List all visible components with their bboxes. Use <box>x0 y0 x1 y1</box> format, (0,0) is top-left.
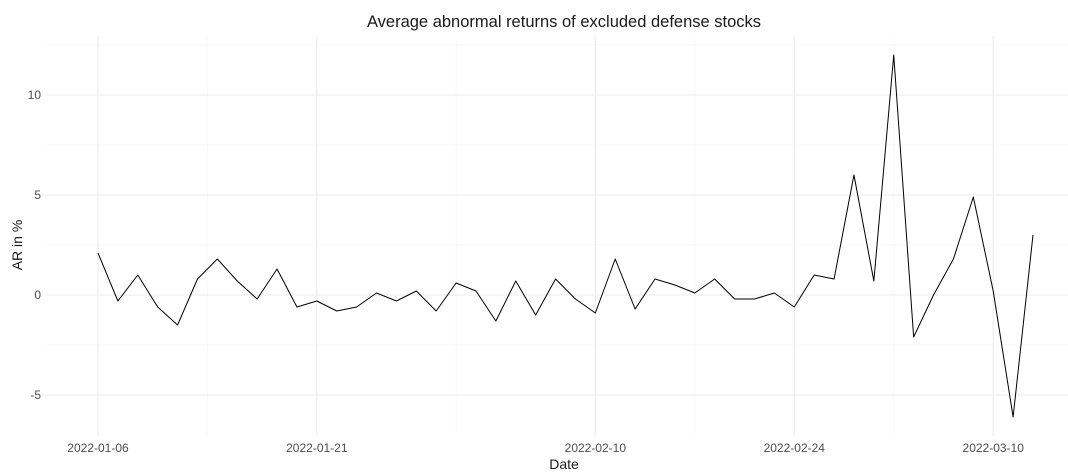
y-tick-label: 5 <box>34 188 41 202</box>
x-tick-label: 2022-02-10 <box>565 441 627 455</box>
y-tick-label: 10 <box>28 88 42 102</box>
series-line <box>97 54 1034 418</box>
chart-title: Average abnormal returns of excluded def… <box>367 13 761 31</box>
x-axis-title: Date <box>549 456 579 472</box>
x-tick-label: 2022-02-24 <box>764 441 826 455</box>
grid <box>46 36 1068 436</box>
x-tick-label: 2022-03-10 <box>963 441 1025 455</box>
x-tick-label: 2022-01-21 <box>286 441 348 455</box>
y-tick-label: -5 <box>30 388 41 402</box>
y-axis-ticks: -5 0 5 10 <box>28 88 42 402</box>
x-tick-label: 2022-01-06 <box>67 441 129 455</box>
x-axis-ticks: 2022-01-06 2022-01-21 2022-02-10 2022-02-24… <box>67 441 1024 455</box>
y-axis-title: AR in % <box>9 220 25 271</box>
y-tick-label: 0 <box>34 288 41 302</box>
